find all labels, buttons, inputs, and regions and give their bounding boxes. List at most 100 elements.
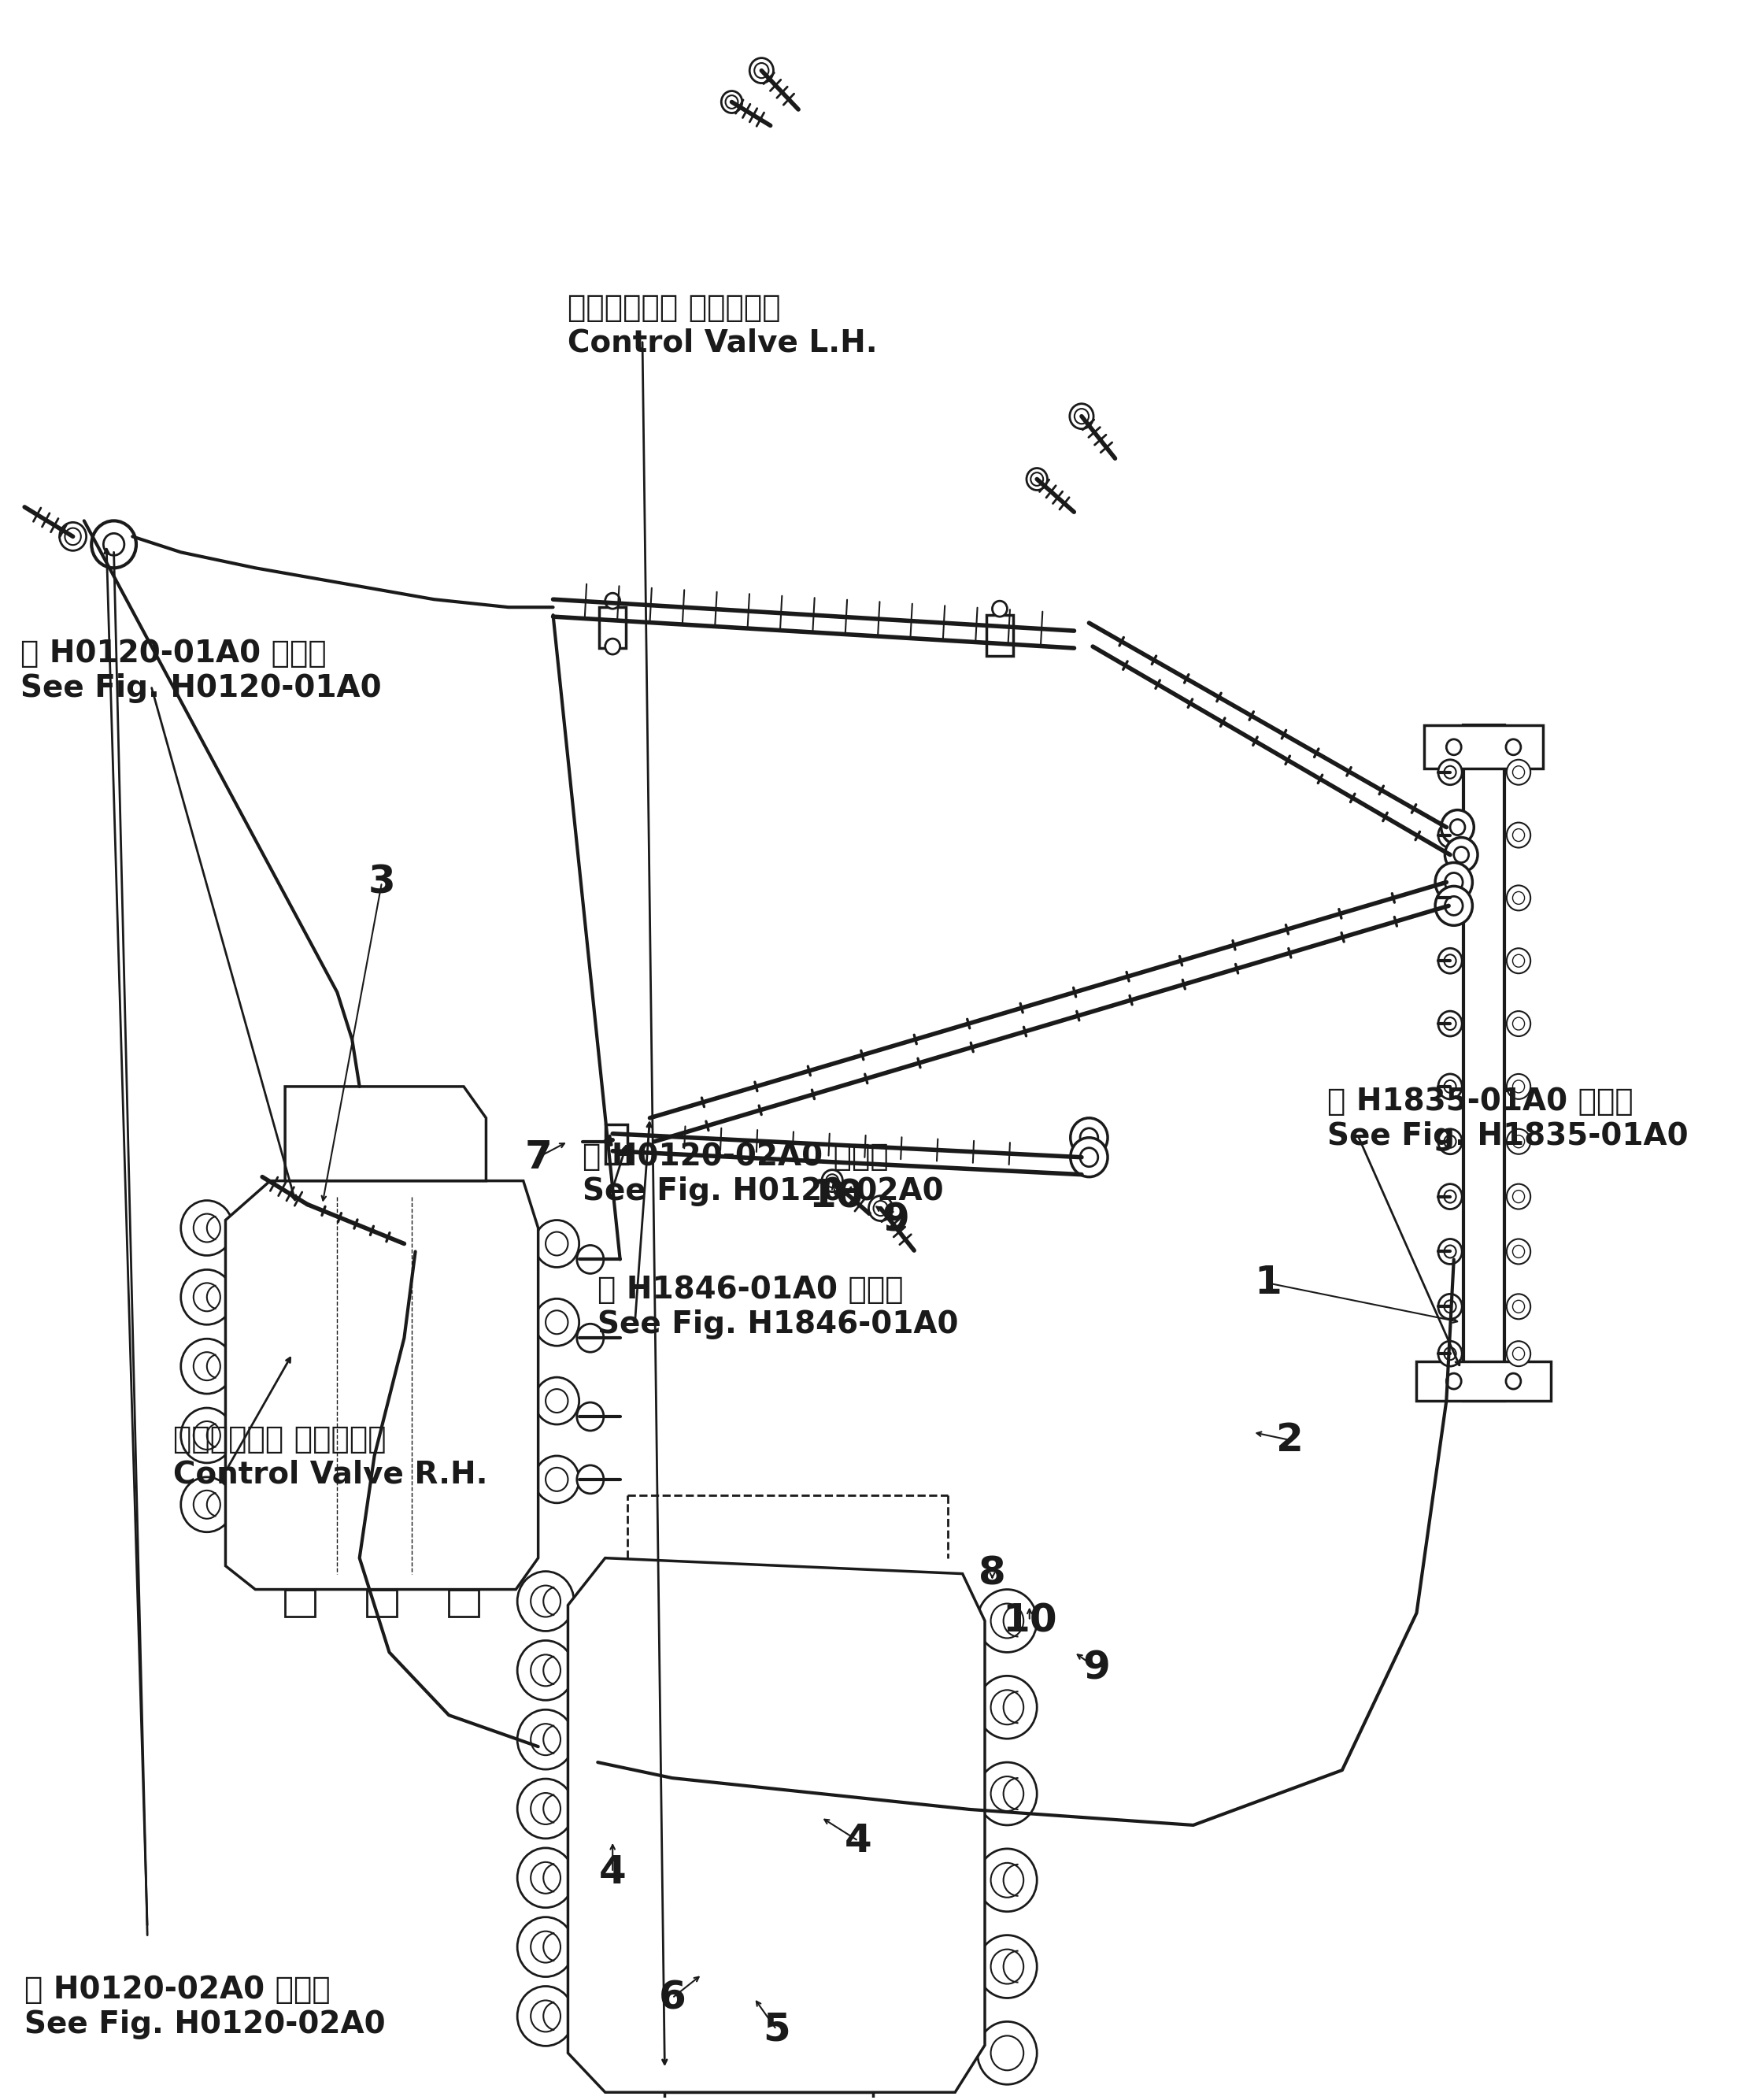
Circle shape	[546, 1388, 569, 1413]
Circle shape	[1071, 1117, 1108, 1157]
Circle shape	[518, 1987, 574, 2045]
Circle shape	[1444, 892, 1456, 905]
Circle shape	[518, 1571, 574, 1632]
Circle shape	[194, 1283, 220, 1310]
Circle shape	[978, 1590, 1038, 1653]
Circle shape	[1438, 823, 1461, 848]
Circle shape	[1438, 1073, 1461, 1098]
Polygon shape	[226, 1180, 539, 1590]
Circle shape	[194, 1214, 220, 1241]
Circle shape	[1444, 1348, 1456, 1361]
Circle shape	[287, 1195, 306, 1214]
Circle shape	[1031, 473, 1043, 485]
Circle shape	[1444, 1300, 1456, 1312]
Circle shape	[1444, 766, 1456, 779]
Circle shape	[534, 1378, 579, 1424]
Bar	[285, 1590, 315, 1617]
Text: 8: 8	[978, 1554, 1006, 1592]
Circle shape	[1507, 1239, 1531, 1264]
Circle shape	[1507, 886, 1531, 911]
Circle shape	[296, 1193, 318, 1218]
Circle shape	[992, 601, 1008, 617]
Circle shape	[978, 2022, 1038, 2085]
Circle shape	[518, 1917, 574, 1976]
Text: 9: 9	[1083, 1649, 1110, 1686]
Text: 第 H1846-01A0 図参照
See Fig. H1846-01A0: 第 H1846-01A0 図参照 See Fig. H1846-01A0	[598, 1275, 959, 1340]
Circle shape	[1445, 739, 1461, 754]
Circle shape	[518, 1640, 574, 1701]
Circle shape	[180, 1340, 233, 1394]
Circle shape	[194, 1352, 220, 1380]
Circle shape	[1438, 1294, 1461, 1319]
Bar	[605, 1124, 628, 1163]
Circle shape	[1069, 403, 1094, 428]
Circle shape	[1445, 1373, 1461, 1388]
Circle shape	[1451, 819, 1465, 836]
Circle shape	[194, 1422, 220, 1449]
Circle shape	[1442, 811, 1474, 844]
Text: 第 H1835-01A0 図参照
See Fig. H1835-01A0: 第 H1835-01A0 図参照 See Fig. H1835-01A0	[1326, 1086, 1689, 1151]
Circle shape	[103, 533, 124, 554]
Circle shape	[530, 1793, 560, 1825]
Circle shape	[605, 592, 619, 609]
Circle shape	[1444, 830, 1456, 842]
Circle shape	[1507, 1184, 1531, 1210]
Circle shape	[1444, 1016, 1456, 1029]
Circle shape	[530, 1655, 560, 1686]
Circle shape	[978, 1936, 1038, 1997]
Bar	[1416, 1361, 1550, 1401]
Circle shape	[180, 1201, 233, 1256]
Circle shape	[180, 1407, 233, 1464]
Circle shape	[1507, 1073, 1531, 1098]
Circle shape	[1507, 1373, 1521, 1388]
Circle shape	[1080, 1128, 1097, 1147]
Text: 4: 4	[598, 1854, 626, 1892]
Circle shape	[726, 94, 738, 109]
Text: 3: 3	[368, 863, 396, 901]
Circle shape	[578, 1323, 604, 1352]
Circle shape	[534, 1455, 579, 1504]
Circle shape	[1444, 956, 1456, 968]
Bar	[448, 1590, 478, 1617]
Circle shape	[1027, 468, 1046, 489]
Polygon shape	[285, 1086, 486, 1180]
Circle shape	[578, 1466, 604, 1493]
Text: 4: 4	[845, 1823, 872, 1861]
Circle shape	[180, 1476, 233, 1533]
Text: コントロール バルブ　左
Control Valve L.H.: コントロール バルブ 左 Control Valve L.H.	[569, 292, 878, 357]
Circle shape	[1507, 1130, 1531, 1155]
Circle shape	[978, 1762, 1038, 1825]
Circle shape	[1074, 410, 1088, 424]
Circle shape	[1438, 1010, 1461, 1035]
Circle shape	[546, 1468, 569, 1491]
Polygon shape	[569, 1558, 985, 2092]
Circle shape	[1444, 1191, 1456, 1203]
Circle shape	[180, 1270, 233, 1325]
Circle shape	[91, 521, 136, 567]
Circle shape	[65, 527, 80, 546]
Bar	[665, 2092, 873, 2100]
Text: 第 H0120-02A0 図参照
See Fig. H0120-02A0: 第 H0120-02A0 図参照 See Fig. H0120-02A0	[24, 1974, 385, 2039]
Circle shape	[990, 1777, 1024, 1810]
Circle shape	[1438, 886, 1461, 911]
Circle shape	[978, 1676, 1038, 1739]
Bar	[1424, 724, 1544, 769]
Bar	[598, 607, 626, 649]
Text: 7: 7	[525, 1138, 551, 1176]
Circle shape	[826, 1174, 838, 1186]
Circle shape	[605, 638, 619, 655]
Bar	[1463, 724, 1505, 1401]
Circle shape	[749, 59, 774, 84]
Circle shape	[301, 1197, 315, 1212]
Circle shape	[518, 1848, 574, 1907]
Circle shape	[868, 1195, 892, 1220]
Circle shape	[978, 1848, 1038, 1911]
Circle shape	[990, 2035, 1024, 2071]
Circle shape	[60, 523, 86, 550]
Circle shape	[721, 90, 742, 113]
Circle shape	[1080, 1149, 1097, 1168]
Circle shape	[1507, 949, 1531, 974]
Circle shape	[1438, 1239, 1461, 1264]
Circle shape	[990, 1863, 1024, 1898]
Circle shape	[1445, 838, 1477, 871]
